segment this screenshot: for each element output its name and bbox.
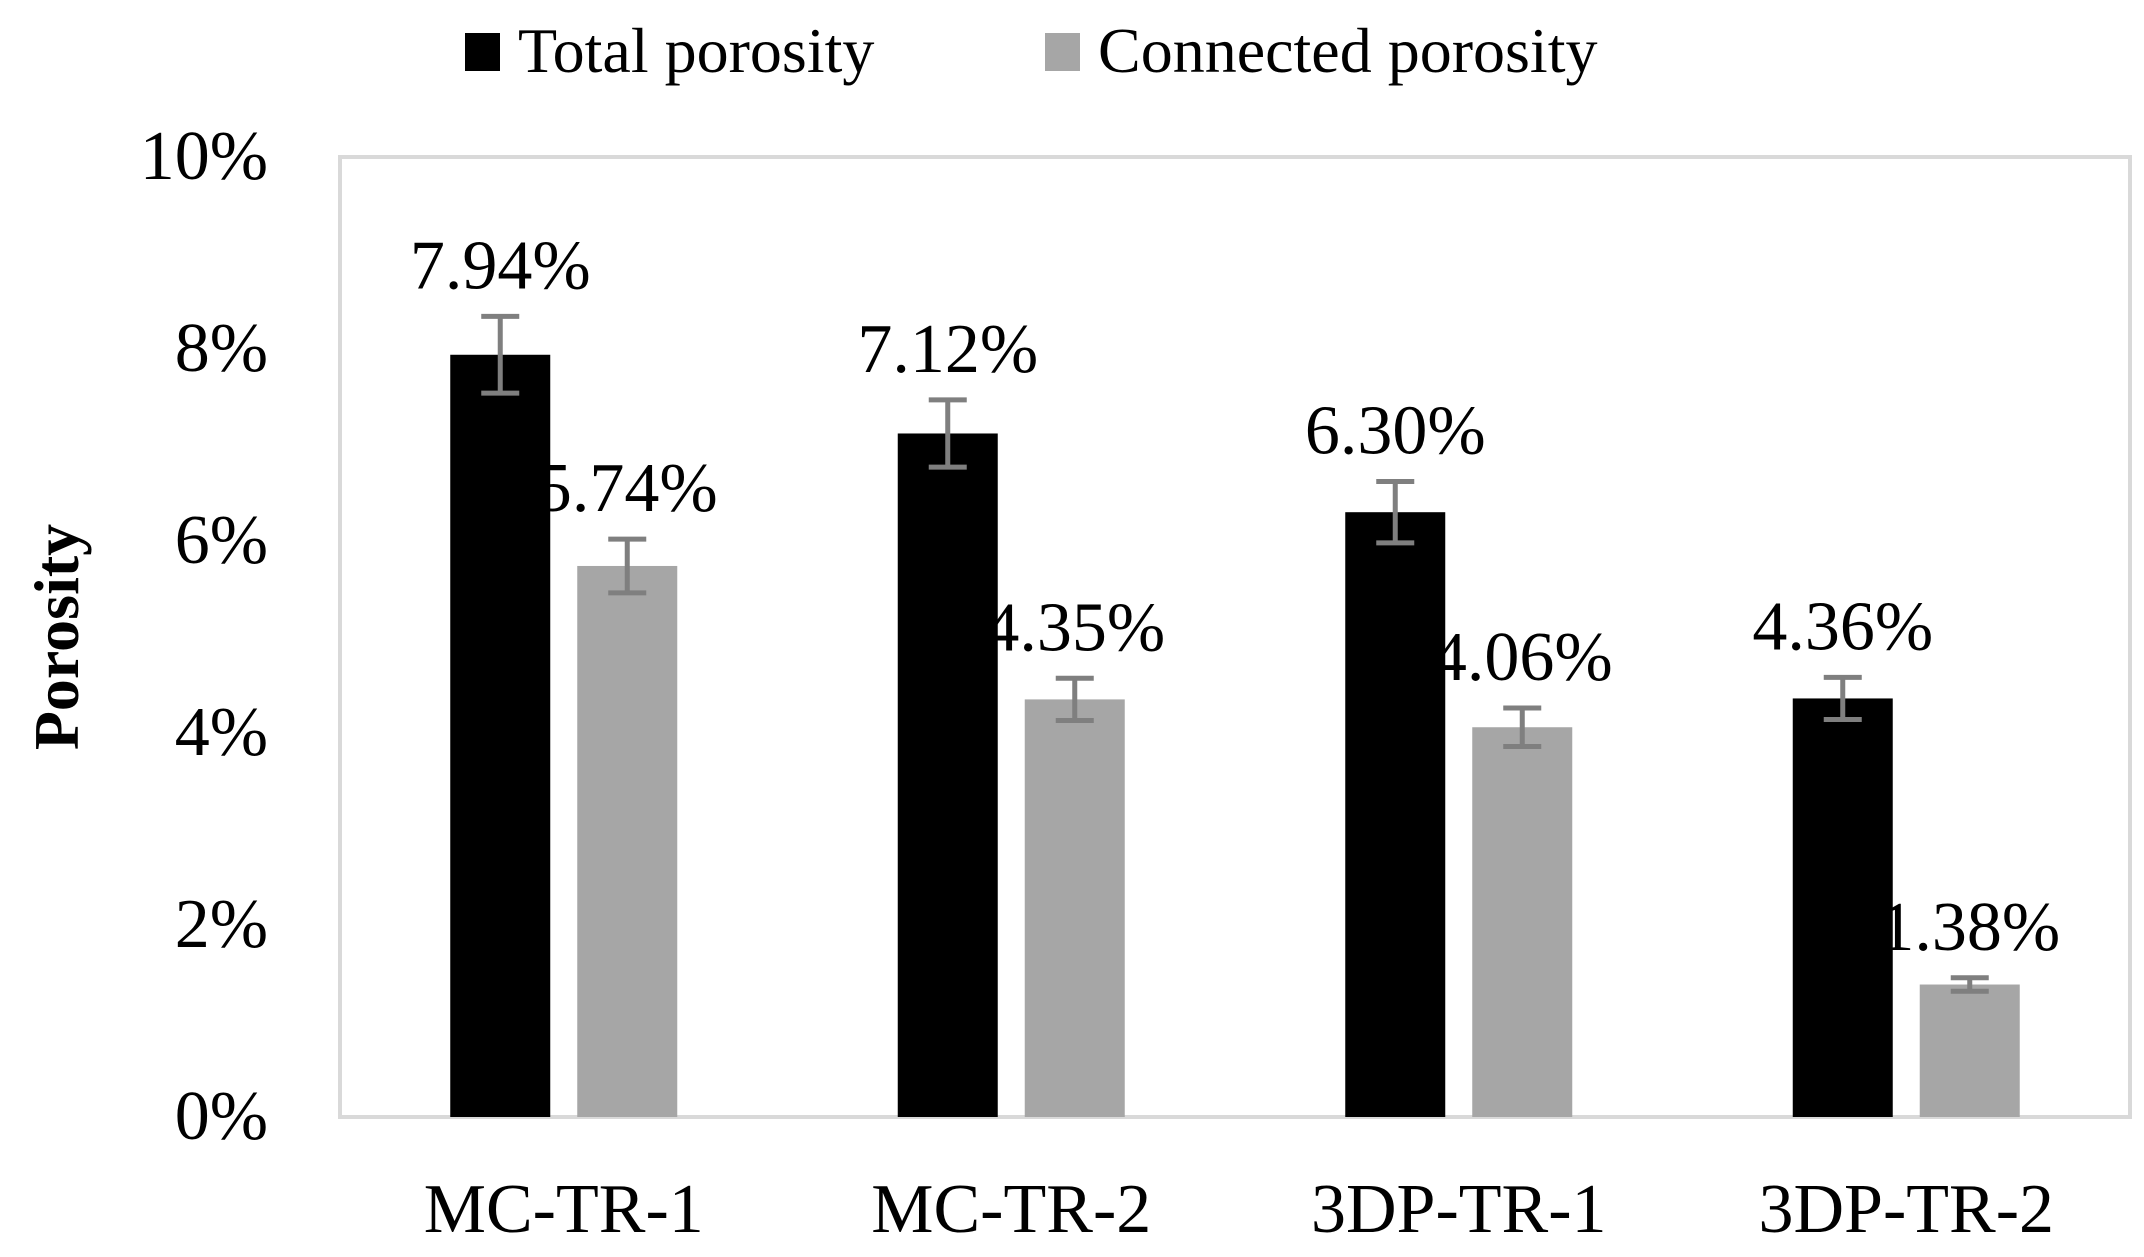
x-axis-ticks: MC-TR-1 MC-TR-2 3DP-TR-1 3DP-TR-2 (424, 1171, 2054, 1248)
y-tick-label: 4% (175, 694, 268, 771)
x-tick-label: MC-TR-1 (424, 1171, 704, 1248)
value-labels: 7.94% 5.74% 7.12% 4.35% 6.30% 4.06% 4.36% 1.38% (410, 227, 2060, 965)
value-label: 1.38% (1879, 889, 2060, 966)
bar-total-3dp-tr-1 (1345, 512, 1446, 1117)
bar-connected-3dp-tr-2 (1919, 984, 2020, 1117)
x-tick-label: 3DP-TR-1 (1311, 1171, 1607, 1248)
error-bars (481, 313, 1989, 994)
y-tick-label: 10% (140, 118, 268, 195)
value-label: 7.94% (410, 227, 591, 304)
y-axis-ticks: 0% 2% 4% 6% 8% 10% (140, 118, 268, 1155)
value-label: 7.12% (857, 311, 1038, 388)
bar-connected-3dp-tr-1 (1472, 727, 1573, 1117)
legend-swatch-connected (1045, 33, 1080, 71)
bar-connected-mc-tr-2 (1024, 699, 1125, 1117)
value-label: 5.74% (537, 450, 718, 527)
x-tick-label: MC-TR-2 (871, 1171, 1151, 1248)
y-tick-label: 0% (175, 1078, 268, 1155)
legend-label-connected: Connected porosity (1098, 15, 1597, 86)
y-tick-label: 8% (175, 310, 268, 387)
legend: Total porosity Connected porosity (465, 15, 1597, 86)
y-tick-label: 6% (175, 502, 268, 579)
y-axis-title: Porosity (21, 524, 92, 750)
x-tick-label: 3DP-TR-2 (1758, 1171, 2054, 1248)
value-label: 4.06% (1432, 619, 1613, 696)
y-tick-label: 2% (175, 886, 268, 963)
plot-area-border (338, 155, 2132, 1119)
legend-label-total: Total porosity (518, 15, 874, 86)
bar-total-mc-tr-2 (897, 433, 998, 1118)
value-label: 4.35% (984, 589, 1165, 666)
legend-swatch-total (465, 33, 500, 71)
bar-total-mc-tr-1 (450, 354, 551, 1117)
value-label: 6.30% (1305, 392, 1486, 469)
bars (450, 354, 2020, 1118)
bar-connected-mc-tr-1 (577, 565, 678, 1117)
value-label: 4.36% (1752, 588, 1933, 665)
bar-total-3dp-tr-2 (1792, 698, 1893, 1117)
